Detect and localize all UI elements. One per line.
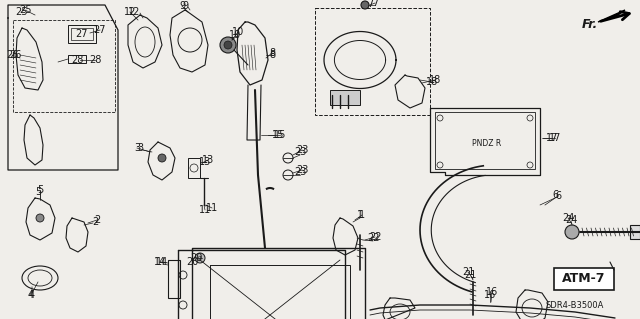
Text: 4: 4 [28, 290, 34, 300]
Text: 28: 28 [89, 55, 101, 65]
Text: 3: 3 [137, 143, 143, 153]
Text: 23: 23 [294, 147, 306, 157]
Text: 23: 23 [296, 165, 308, 175]
Text: ATM-7: ATM-7 [563, 272, 605, 286]
Text: 28: 28 [71, 55, 83, 65]
Text: 27: 27 [93, 25, 106, 35]
Text: 7: 7 [367, 0, 373, 9]
Text: 7: 7 [372, 0, 378, 8]
Bar [630, 225, 640, 239]
Text: g: g [198, 256, 202, 261]
Text: SDR4-B3500A: SDR4-B3500A [546, 300, 604, 309]
Text: 26: 26 [6, 50, 18, 60]
Text: 24: 24 [565, 215, 577, 225]
Text: 13: 13 [199, 157, 211, 167]
Text: 16: 16 [484, 290, 496, 300]
Text: 14: 14 [156, 257, 168, 267]
Circle shape [36, 214, 44, 222]
Circle shape [565, 225, 579, 239]
Text: 12: 12 [128, 7, 140, 17]
Text: 9: 9 [179, 1, 185, 11]
Text: 20: 20 [190, 253, 202, 263]
Text: 2: 2 [94, 215, 100, 225]
Text: 17: 17 [549, 133, 561, 143]
Text: 8: 8 [269, 48, 275, 58]
Bar [554, 268, 614, 290]
Circle shape [361, 1, 369, 9]
Circle shape [158, 154, 166, 162]
Bar [188, 158, 200, 178]
Text: 21: 21 [462, 267, 474, 277]
Text: 15: 15 [274, 130, 286, 140]
Text: 1: 1 [359, 210, 365, 220]
Text: 24: 24 [562, 213, 574, 223]
Text: 17: 17 [546, 133, 558, 143]
Text: 10: 10 [232, 27, 244, 37]
Bar [315, 8, 430, 115]
Circle shape [220, 37, 236, 53]
Text: 11: 11 [206, 203, 218, 213]
Bar [330, 90, 360, 105]
Text: 25: 25 [19, 5, 31, 15]
Bar [68, 25, 96, 43]
Bar [435, 112, 535, 169]
Text: 8: 8 [269, 50, 275, 60]
Text: 23: 23 [296, 145, 308, 155]
Bar [68, 55, 86, 63]
Bar [71, 28, 93, 40]
Polygon shape [598, 10, 625, 22]
Text: 22: 22 [367, 233, 380, 243]
Text: 26: 26 [9, 50, 21, 60]
Bar [13, 20, 115, 112]
Text: PNDZ R: PNDZ R [472, 138, 502, 147]
Text: 6: 6 [552, 190, 558, 200]
Text: 10: 10 [229, 30, 241, 40]
Text: 16: 16 [486, 287, 498, 297]
Text: 3: 3 [134, 143, 140, 153]
Circle shape [195, 253, 205, 263]
Bar [210, 265, 350, 319]
Text: 25: 25 [16, 7, 28, 17]
Text: 15: 15 [272, 130, 284, 140]
Text: Fr.: Fr. [582, 18, 598, 31]
Text: 11: 11 [199, 205, 211, 215]
Text: 5: 5 [37, 185, 43, 195]
Text: 21: 21 [464, 270, 476, 280]
Text: 20: 20 [186, 257, 198, 267]
Text: 5: 5 [35, 187, 41, 197]
Text: 12: 12 [124, 7, 136, 17]
Text: 23: 23 [294, 167, 306, 177]
Text: 4: 4 [29, 290, 35, 300]
Text: 9: 9 [182, 1, 188, 11]
Text: 22: 22 [369, 232, 381, 242]
Text: 6: 6 [555, 191, 561, 201]
Text: 18: 18 [426, 77, 438, 87]
Text: 1: 1 [357, 210, 363, 220]
Text: 13: 13 [202, 155, 214, 165]
Text: 14: 14 [154, 257, 166, 267]
Text: 18: 18 [429, 75, 441, 85]
Bar [168, 260, 180, 298]
Circle shape [224, 41, 232, 49]
Text: 27: 27 [76, 29, 88, 39]
Text: 2: 2 [92, 217, 98, 227]
